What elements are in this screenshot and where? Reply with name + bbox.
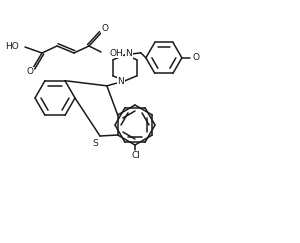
Text: S: S xyxy=(92,139,98,148)
Text: O: O xyxy=(26,68,34,77)
Text: Cl: Cl xyxy=(132,151,140,160)
Text: N: N xyxy=(118,77,124,86)
Text: OH: OH xyxy=(109,49,123,58)
Text: HO: HO xyxy=(5,43,19,52)
Text: N: N xyxy=(125,49,132,58)
Text: O: O xyxy=(101,25,109,34)
Text: O: O xyxy=(192,53,200,62)
